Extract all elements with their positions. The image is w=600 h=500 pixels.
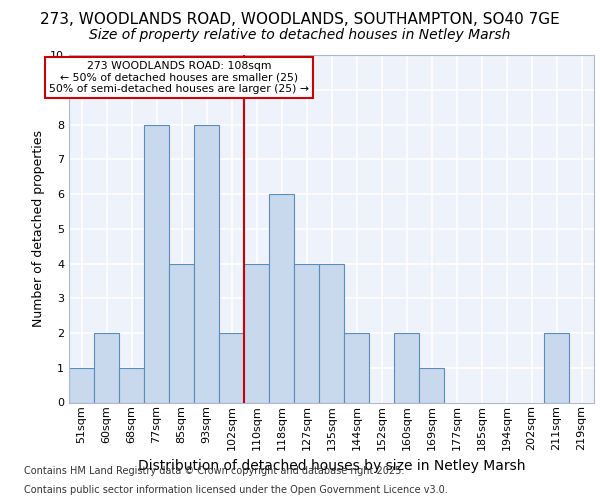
Bar xyxy=(69,368,94,402)
Text: Contains public sector information licensed under the Open Government Licence v3: Contains public sector information licen… xyxy=(24,485,448,495)
Bar xyxy=(119,368,144,402)
Bar xyxy=(394,333,419,402)
Text: 273, WOODLANDS ROAD, WOODLANDS, SOUTHAMPTON, SO40 7GE: 273, WOODLANDS ROAD, WOODLANDS, SOUTHAMP… xyxy=(40,12,560,28)
Text: Size of property relative to detached houses in Netley Marsh: Size of property relative to detached ho… xyxy=(89,28,511,42)
Bar xyxy=(544,333,569,402)
Text: 273 WOODLANDS ROAD: 108sqm
← 50% of detached houses are smaller (25)
50% of semi: 273 WOODLANDS ROAD: 108sqm ← 50% of deta… xyxy=(49,61,309,94)
Bar xyxy=(144,124,169,402)
Bar xyxy=(94,333,119,402)
X-axis label: Distribution of detached houses by size in Netley Marsh: Distribution of detached houses by size … xyxy=(138,458,525,472)
Bar xyxy=(319,264,344,402)
Bar xyxy=(194,124,219,402)
Bar xyxy=(294,264,319,402)
Y-axis label: Number of detached properties: Number of detached properties xyxy=(32,130,44,327)
Bar xyxy=(219,333,244,402)
Bar xyxy=(344,333,369,402)
Bar xyxy=(244,264,269,402)
Bar xyxy=(419,368,444,402)
Text: Contains HM Land Registry data © Crown copyright and database right 2025.: Contains HM Land Registry data © Crown c… xyxy=(24,466,404,476)
Bar xyxy=(269,194,294,402)
Bar xyxy=(169,264,194,402)
